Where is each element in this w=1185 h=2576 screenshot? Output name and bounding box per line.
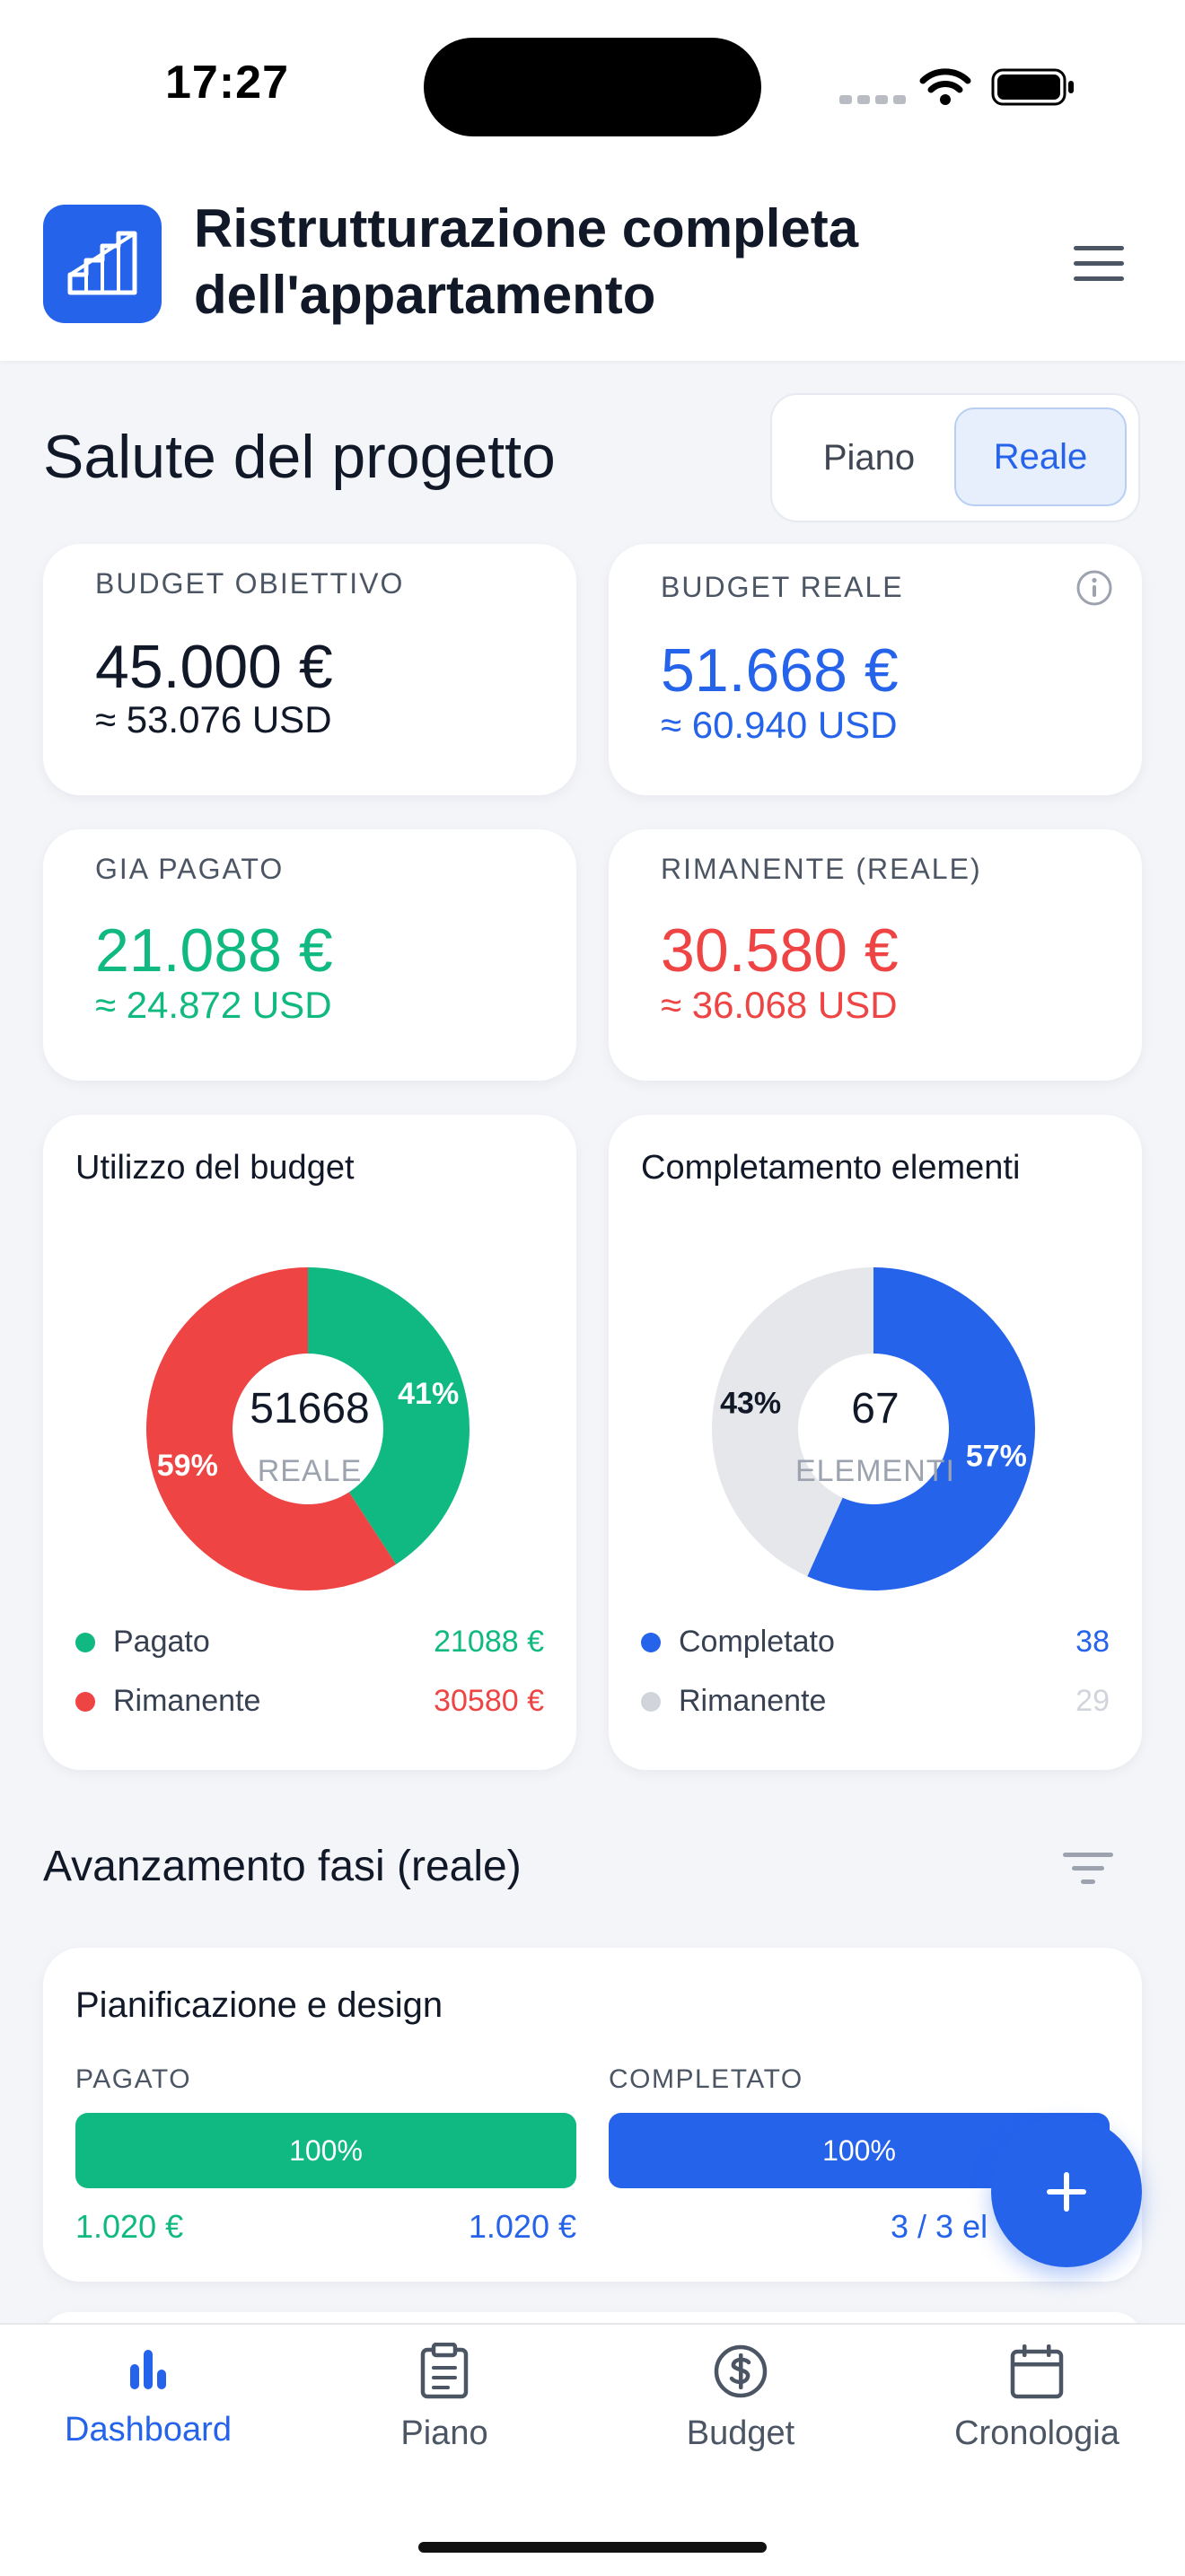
- add-button[interactable]: [991, 2116, 1142, 2267]
- info-icon[interactable]: [1075, 569, 1113, 607]
- calendar-icon: [1010, 2344, 1064, 2399]
- section-title-phases: Avanzamento fasi (reale): [43, 1843, 522, 1890]
- items-completion-card: Completamento elementi 57% 43% 67 ELEMENT…: [609, 1115, 1142, 1770]
- legend-dot: [75, 1632, 95, 1652]
- budget-donut-chart: 41% 59%: [146, 1267, 470, 1590]
- legend-value: 30580 €: [434, 1684, 544, 1718]
- app-header: [0, 171, 1185, 361]
- donut-slice-completato: [807, 1267, 1035, 1590]
- donut-slice-pagato: [308, 1267, 470, 1564]
- chart-title: Utilizzo del budget: [75, 1149, 355, 1187]
- phase-completed-count: 3 / 3 el: [891, 2208, 988, 2245]
- kpi-card-paid: GIA PAGATO 21.088 € ≈ 24.872 USD: [43, 829, 576, 1081]
- tab-label: Budget: [686, 2414, 795, 2452]
- dynamic-island: [424, 38, 761, 136]
- tab-budget[interactable]: Budget: [592, 2343, 889, 2453]
- kpi-converted: ≈ 36.068 USD: [661, 984, 898, 1026]
- kpi-converted: ≈ 24.872 USD: [95, 984, 332, 1026]
- legend-value: 38: [1075, 1625, 1110, 1659]
- status-time: 17:27: [165, 57, 289, 109]
- legend-dot: [641, 1632, 661, 1652]
- items-donut-chart: 57% 43%: [711, 1267, 1035, 1590]
- kpi-converted: ≈ 60.940 USD: [661, 704, 898, 746]
- tab-label: Piano: [400, 2414, 488, 2452]
- paid-progress-bar: 100%: [75, 2113, 576, 2188]
- donut-center-label: ELEMENTI: [794, 1454, 956, 1488]
- kpi-label: BUDGET OBIETTIVO: [95, 567, 405, 600]
- paid-progress-track: 100%: [75, 2113, 576, 2188]
- chart-title: Completamento elementi: [641, 1149, 1021, 1187]
- donut-percent-label: 57%: [966, 1439, 1027, 1473]
- legend-label: Rimanente: [679, 1684, 827, 1718]
- donut-center-label: REALE: [257, 1454, 363, 1488]
- donut-percent-label: 43%: [720, 1387, 781, 1421]
- clipboard-icon: [420, 2343, 469, 2399]
- kpi-label: BUDGET REALE: [661, 571, 904, 603]
- phase-paid-amount: 1.020 €: [75, 2208, 184, 2245]
- kpi-value: 21.088 €: [95, 916, 333, 985]
- kpi-card-target-budget: BUDGET OBIETTIVO 45.000 € ≈ 53.076 USD: [43, 544, 576, 795]
- legend-item-remaining: Rimanente: [641, 1684, 826, 1719]
- kpi-card-remaining: RIMANENTE (REALE) 30.580 € ≈ 36.068 USD: [609, 829, 1142, 1081]
- phase-name: Pianificazione e design: [75, 1985, 443, 2025]
- bar-chart-icon: [130, 2350, 166, 2389]
- paid-progress-text: 100%: [289, 2134, 363, 2167]
- donut-center-value: 51668: [250, 1385, 370, 1433]
- kpi-value: 51.668 €: [661, 636, 899, 705]
- bottom-tab-bar: [0, 2323, 1185, 2576]
- home-indicator: [418, 2542, 767, 2553]
- kpi-label: RIMANENTE (REALE): [661, 853, 982, 885]
- legend-value: 21088 €: [434, 1625, 544, 1659]
- donut-slice-rimanente: [711, 1267, 873, 1577]
- completed-progress-text: 100%: [822, 2134, 896, 2167]
- project-title: Ristrutturazione completa dell'appartame…: [194, 198, 859, 325]
- legend-dot: [641, 1691, 661, 1712]
- legend-value: 29: [1075, 1684, 1110, 1718]
- budget-usage-card: Utilizzo del budget 41% 59% 51668 REALE P…: [43, 1115, 576, 1770]
- kpi-value: 45.000 €: [95, 633, 333, 701]
- donut-slice-rimanente: [146, 1267, 397, 1590]
- kpi-label: GIA PAGATO: [95, 853, 285, 885]
- phase-completed-label: COMPLETATO: [609, 2064, 803, 2094]
- donut-center-value: 67: [851, 1385, 900, 1433]
- phase-paid-total: 1.020 €: [468, 2208, 576, 2245]
- hamburger-menu-icon[interactable]: [1072, 244, 1126, 284]
- legend-item-completed: Completato: [641, 1625, 835, 1660]
- legend-dot: [75, 1691, 95, 1712]
- legend-label: Completato: [679, 1625, 835, 1659]
- filter-icon[interactable]: [1063, 1849, 1113, 1888]
- legend-label: Pagato: [113, 1625, 210, 1659]
- plus-icon: [1047, 2172, 1086, 2212]
- donut-percent-label: 41%: [398, 1377, 459, 1411]
- wifi-icon: [919, 68, 971, 105]
- battery-icon: [991, 68, 1074, 106]
- tab-dashboard[interactable]: Dashboard: [0, 2343, 296, 2449]
- toggle-option-reale[interactable]: Reale: [954, 407, 1127, 506]
- stairs-building-icon: [43, 205, 162, 323]
- dollar-circle-icon: [714, 2344, 768, 2398]
- legend-item-paid: Pagato: [75, 1625, 210, 1660]
- toggle-option-piano[interactable]: Piano: [822, 437, 916, 478]
- cellular-signal-icon: [839, 95, 906, 104]
- phase-card[interactable]: Pianificazione e design PAGATO COMPLETAT…: [43, 1948, 1142, 2282]
- legend-item-remaining: Rimanente: [75, 1684, 260, 1719]
- tab-piano[interactable]: Piano: [296, 2343, 592, 2453]
- section-title-health: Salute del progetto: [43, 423, 556, 491]
- tab-cronologia[interactable]: Cronologia: [889, 2343, 1185, 2453]
- kpi-value: 30.580 €: [661, 916, 899, 985]
- kpi-card-real-budget: BUDGET REALE 51.668 € ≈ 60.940 USD: [609, 544, 1142, 795]
- tab-label: Dashboard: [65, 2411, 232, 2449]
- kpi-converted: ≈ 53.076 USD: [95, 698, 332, 740]
- legend-label: Rimanente: [113, 1684, 261, 1718]
- phase-paid-label: PAGATO: [75, 2064, 192, 2094]
- tab-label: Cronologia: [954, 2414, 1119, 2452]
- donut-percent-label: 59%: [157, 1449, 218, 1483]
